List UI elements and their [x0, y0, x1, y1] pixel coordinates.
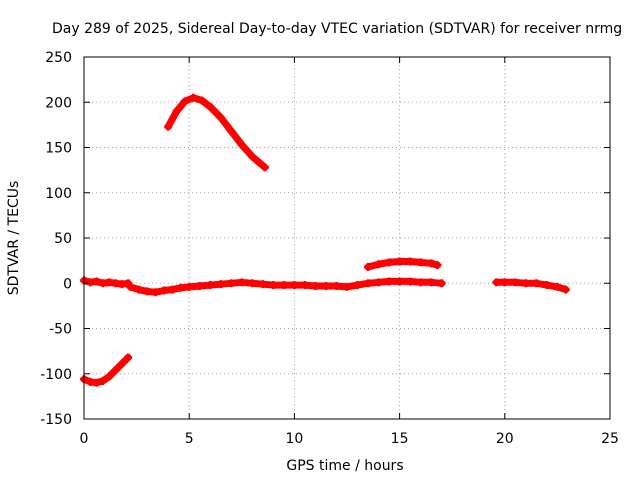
x-tick-label: 20: [496, 431, 514, 447]
data-point: [151, 288, 160, 297]
data-point: [416, 258, 425, 267]
y-tick-label: 0: [63, 276, 72, 292]
y-tick-label: 250: [45, 50, 72, 66]
x-tick-label: 10: [285, 431, 303, 447]
data-point: [364, 279, 373, 288]
data-point: [374, 260, 383, 269]
data-point: [406, 257, 415, 266]
data-point: [500, 278, 509, 287]
data-point: [532, 279, 541, 288]
data-point: [206, 281, 215, 290]
data-point: [195, 281, 204, 290]
data-point: [427, 278, 436, 287]
data-point: [521, 279, 530, 288]
data-point: [433, 261, 442, 270]
data-point: [553, 282, 562, 291]
data-point: [92, 378, 101, 387]
y-tick-label: 50: [54, 231, 72, 247]
y-tick-label: 100: [45, 186, 72, 202]
data-point: [164, 122, 173, 131]
data-point: [561, 285, 570, 294]
data-point: [176, 283, 185, 292]
data-point: [105, 372, 114, 381]
data-point: [427, 259, 436, 268]
data-point: [117, 359, 126, 368]
y-tick-label: -100: [40, 367, 72, 383]
data-point: [189, 93, 198, 102]
data-point: [385, 258, 394, 267]
x-axis-label: GPS time / hours: [286, 458, 403, 474]
data-point: [437, 279, 446, 288]
data-point: [290, 281, 299, 290]
y-tick-label: 200: [45, 95, 72, 111]
data-point: [406, 277, 415, 286]
data-point: [248, 152, 257, 161]
data-point: [353, 281, 362, 290]
data-series: [80, 93, 570, 387]
data-point: [260, 163, 269, 172]
x-tick-label: 25: [601, 431, 619, 447]
data-point: [216, 280, 225, 289]
data-point: [258, 280, 267, 289]
axis-ticks: 0 5 10 15 20 25 -150 -100 -50 0 50 100 150 200 250: [40, 50, 619, 447]
data-point: [279, 281, 288, 290]
x-tick-label: 15: [391, 431, 409, 447]
data-point: [311, 281, 320, 290]
x-tick-label: 5: [185, 431, 194, 447]
data-point: [416, 278, 425, 287]
data-point: [126, 282, 135, 291]
data-point: [542, 281, 551, 290]
data-point: [124, 353, 133, 362]
data-point: [492, 278, 501, 287]
data-point: [216, 113, 225, 122]
data-point: [385, 277, 394, 286]
data-point: [227, 127, 236, 136]
chart-title: Day 289 of 2025, Sidereal Day-to-day VTE…: [52, 21, 622, 37]
data-point: [159, 286, 168, 295]
data-point: [227, 279, 236, 288]
data-point: [254, 157, 263, 166]
data-point: [237, 278, 246, 287]
data-point: [172, 107, 181, 116]
y-axis-label: SDTVAR / TECUs: [6, 181, 22, 296]
data-point: [134, 285, 143, 294]
data-point: [185, 282, 194, 291]
y-tick-label: -50: [49, 322, 72, 338]
data-point: [180, 97, 189, 106]
data-point: [98, 376, 107, 385]
data-point: [395, 277, 404, 286]
data-point: [511, 278, 520, 287]
data-point: [197, 96, 206, 105]
data-point: [300, 281, 309, 290]
grid-lines: [84, 57, 610, 419]
data-point: [143, 287, 152, 296]
data-point: [321, 281, 330, 290]
data-point: [237, 140, 246, 149]
data-point: [374, 278, 383, 287]
data-point: [364, 262, 373, 271]
y-tick-label: -150: [40, 412, 72, 428]
data-point: [248, 279, 257, 288]
data-point: [168, 285, 177, 294]
data-point: [111, 366, 120, 375]
data-point: [332, 281, 341, 290]
data-point: [395, 257, 404, 266]
data-point: [206, 102, 215, 111]
y-tick-label: 150: [45, 141, 72, 157]
data-point: [269, 281, 278, 290]
data-point: [92, 277, 101, 286]
x-tick-label: 0: [80, 431, 89, 447]
data-point: [343, 282, 351, 291]
